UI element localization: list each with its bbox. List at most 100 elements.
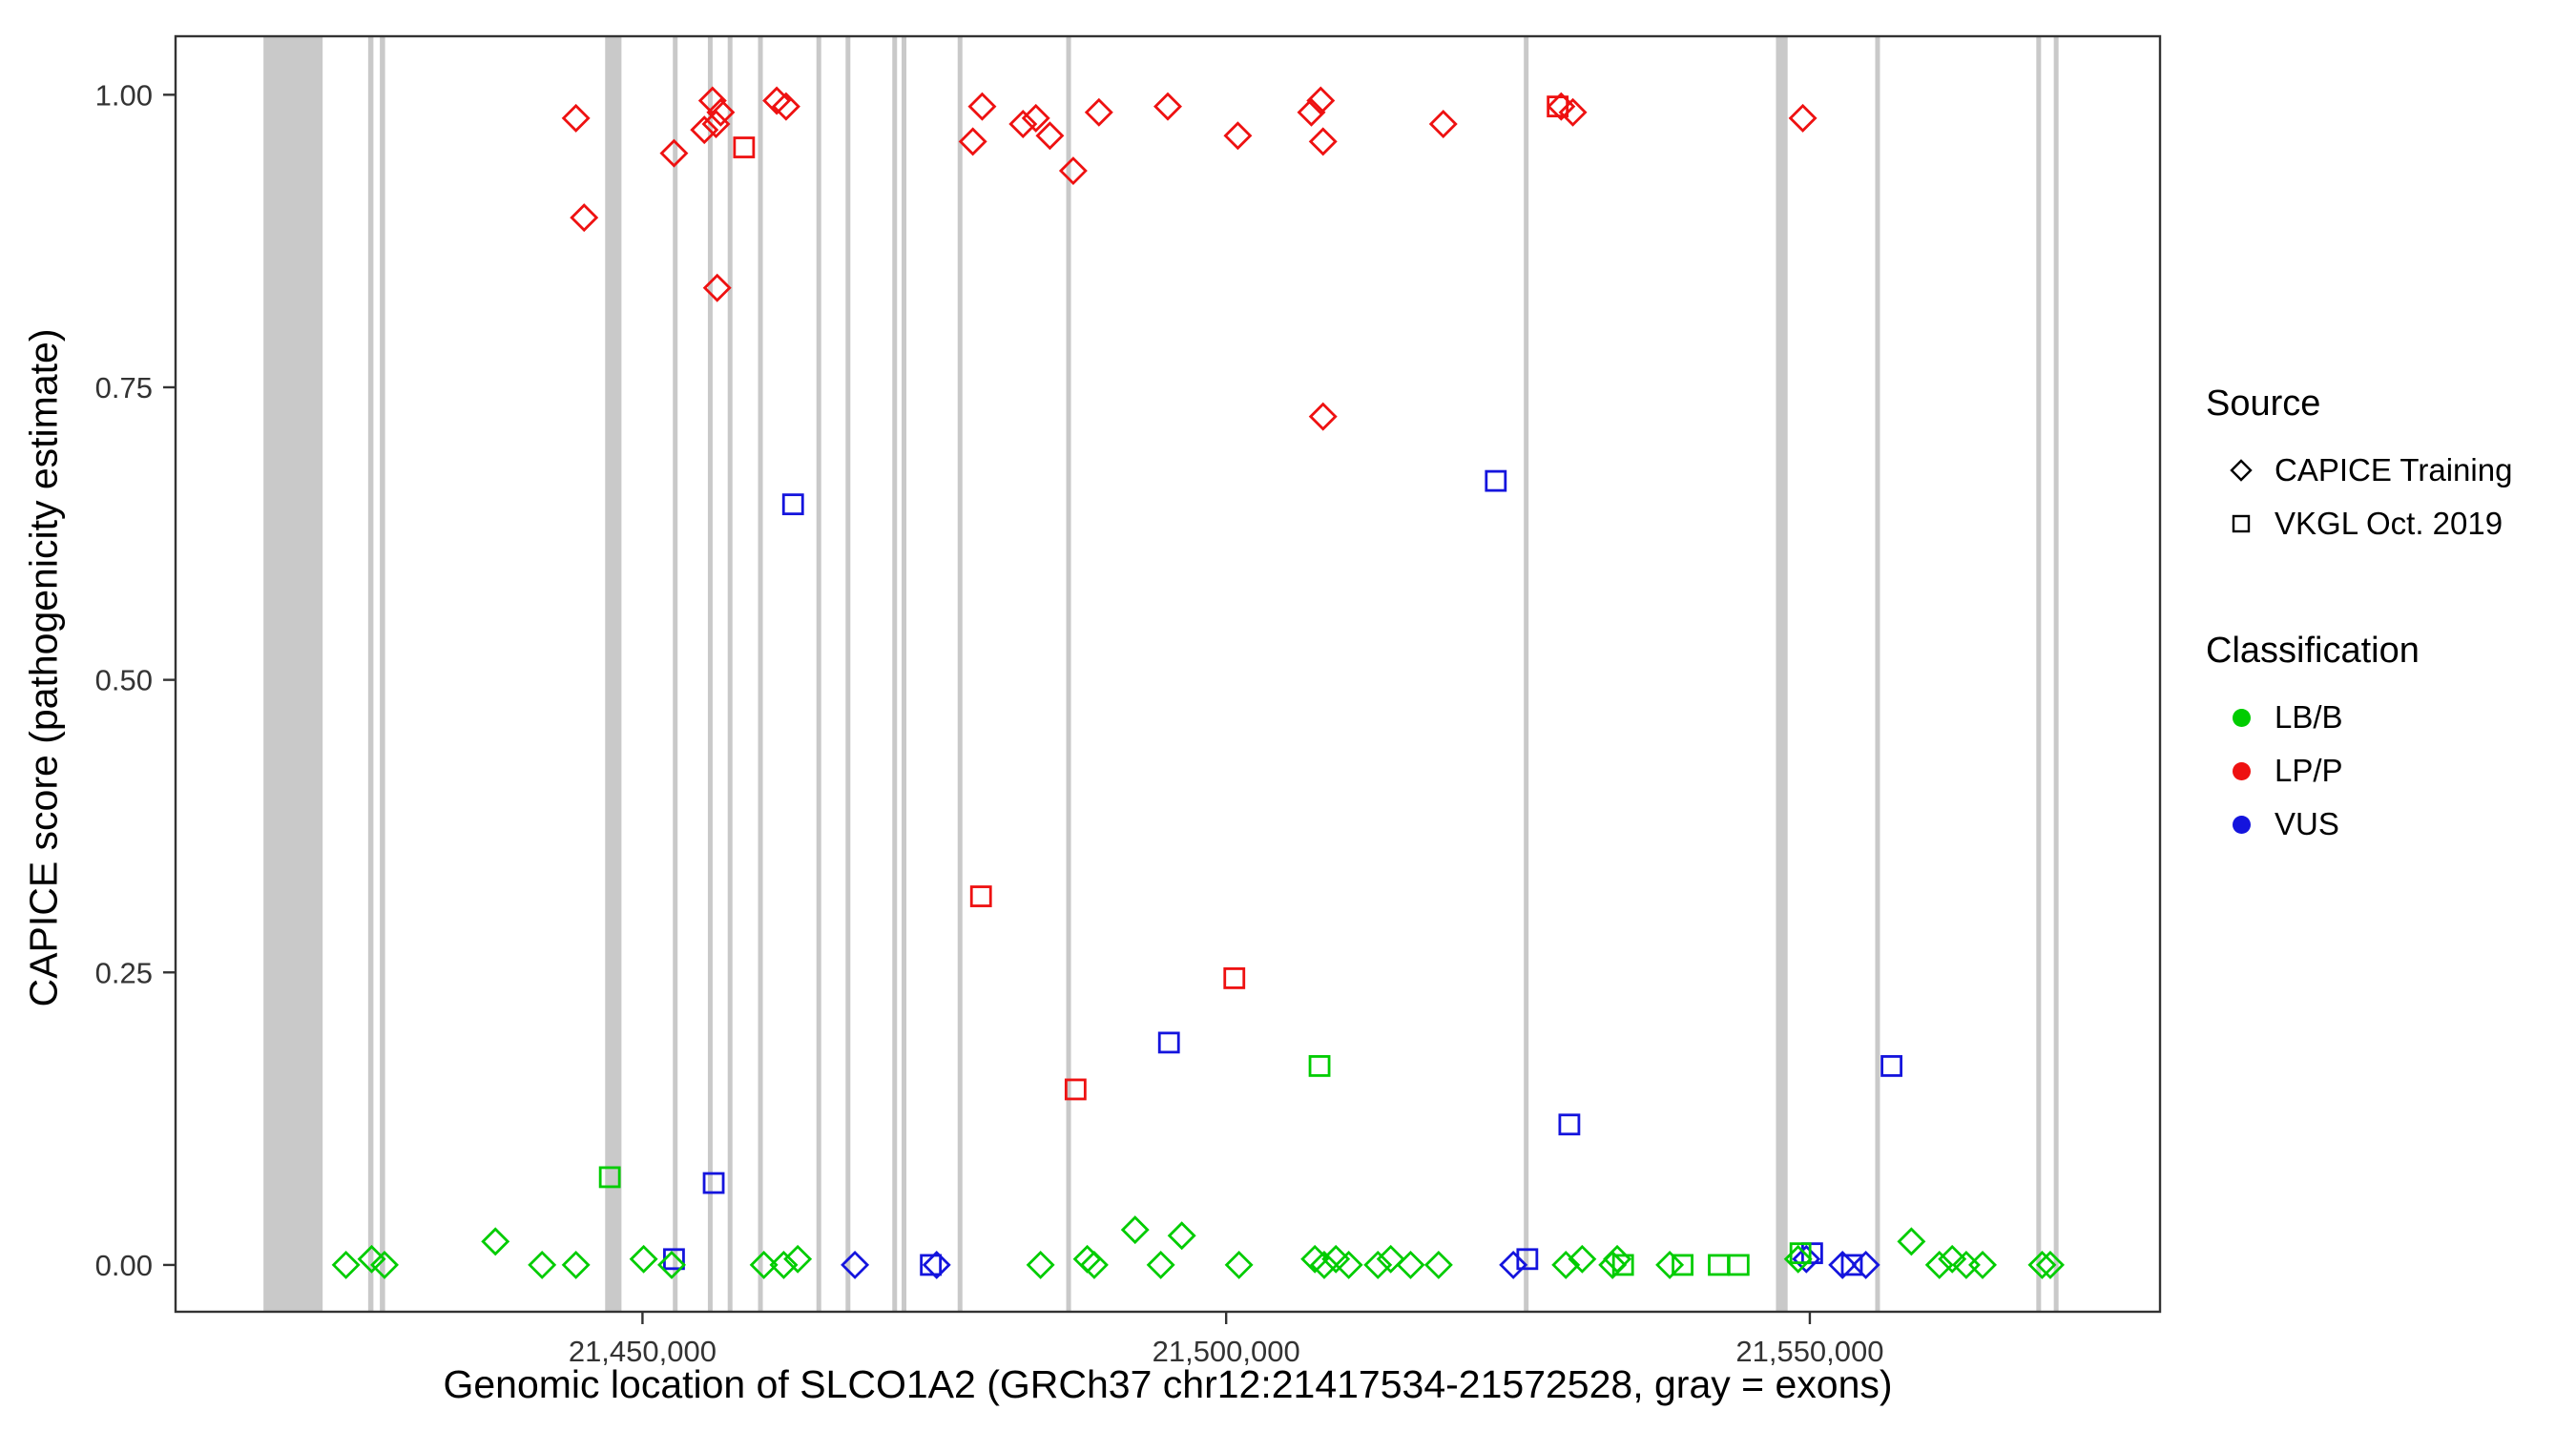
blue-dot-icon	[2225, 808, 2257, 840]
data-point-square	[1789, 1242, 1812, 1265]
data-point-diamond	[1308, 402, 1338, 431]
data-point-diamond	[1146, 1250, 1175, 1279]
data-point-diamond	[561, 1250, 591, 1279]
data-point-diamond	[1035, 121, 1065, 151]
legend-class-label: LP/P	[2275, 753, 2343, 788]
diamond-icon	[2225, 454, 2257, 487]
data-point-diamond	[1224, 1250, 1254, 1279]
data-point-square	[1611, 1254, 1634, 1276]
data-point-diamond	[1788, 103, 1818, 133]
legend-classification-title: Classification	[2206, 631, 2420, 671]
data-point-diamond	[629, 1244, 658, 1274]
exon-band	[367, 36, 374, 1312]
data-point-diamond	[481, 1227, 510, 1256]
exon-band	[957, 36, 963, 1312]
y-axis-title: CAPICE score (pathogenicity estimate)	[21, 328, 66, 1007]
data-point-diamond	[1792, 1244, 1821, 1274]
exon-band	[727, 36, 733, 1312]
y-tick-label: 0.50	[95, 664, 153, 697]
x-axis-title: Genomic location of SLCO1A2 (GRCh37 chr1…	[443, 1362, 1893, 1406]
data-point-diamond	[1309, 1250, 1339, 1279]
data-point-square	[1547, 95, 1569, 117]
legend-source-title: Source	[2206, 384, 2321, 424]
data-point-diamond	[1223, 121, 1253, 151]
data-point-diamond	[922, 1250, 951, 1279]
data-point-diamond	[561, 103, 591, 133]
data-point-diamond	[1308, 127, 1338, 156]
data-point-square	[1727, 1254, 1750, 1276]
data-point-square	[702, 1172, 725, 1194]
data-point-square	[1516, 1248, 1539, 1271]
data-point-diamond	[1558, 97, 1588, 127]
data-point-diamond	[783, 1244, 813, 1274]
exon-band	[1875, 36, 1880, 1312]
data-point-diamond	[1551, 1250, 1581, 1279]
data-point-square	[733, 136, 756, 158]
x-tick-label: 21,450,000	[569, 1335, 717, 1368]
data-point-diamond	[958, 127, 987, 156]
data-point-diamond	[1021, 103, 1050, 133]
data-point-diamond	[1568, 1244, 1597, 1274]
data-point-diamond	[1084, 97, 1113, 127]
legend-item-capice-training: CAPICE Training	[2206, 444, 2568, 497]
data-point-square	[1064, 1078, 1087, 1101]
exon-band	[902, 36, 907, 1312]
y-tick-label: 0.00	[95, 1249, 153, 1282]
exon-band	[707, 36, 713, 1312]
data-point-diamond	[749, 1250, 779, 1279]
legend-item-vkgl: VKGL Oct. 2019	[2206, 497, 2568, 550]
data-point-diamond	[1297, 97, 1326, 127]
legend-item-vus: VUS	[2206, 798, 2568, 851]
data-point-diamond	[1026, 1250, 1055, 1279]
panel-border	[174, 34, 2162, 1314]
data-point-diamond	[1167, 1221, 1196, 1251]
y-tick-label: 1.00	[95, 78, 153, 112]
data-point-diamond	[331, 1250, 361, 1279]
data-point-diamond	[1321, 1244, 1351, 1274]
data-point-diamond	[1306, 86, 1336, 115]
data-point-square	[1708, 1254, 1730, 1276]
data-point-square	[1308, 1055, 1331, 1077]
data-point-square	[1672, 1254, 1693, 1276]
exon-band	[845, 36, 851, 1312]
legend-class-label: LB/B	[2275, 699, 2343, 735]
red-dot-icon	[2225, 755, 2257, 787]
data-point-diamond	[769, 1250, 799, 1279]
data-point-diamond	[1008, 110, 1038, 138]
legend-group-source: Source CAPICE Training VKGL Oct. 2019	[2206, 384, 2568, 550]
legend-group-classification: Classification LB/B LP/P VUS	[2206, 631, 2568, 851]
y-tick-label: 0.25	[95, 956, 153, 989]
data-point-diamond	[1334, 1250, 1363, 1279]
legend: Source CAPICE Training VKGL Oct. 2019	[2206, 384, 2568, 851]
data-point-diamond	[1363, 1250, 1393, 1279]
exon-band	[263, 36, 323, 1312]
legend-item-lpp: LP/P	[2206, 744, 2568, 798]
data-point-diamond	[702, 273, 732, 302]
data-point-diamond	[357, 1244, 386, 1274]
exon-band	[892, 36, 898, 1312]
data-point-diamond	[1153, 92, 1182, 121]
data-point-diamond	[1428, 110, 1458, 138]
data-point-square	[1880, 1055, 1902, 1077]
data-point-diamond	[1079, 1250, 1109, 1279]
data-point-square	[1558, 1113, 1581, 1136]
exon-band	[2053, 36, 2059, 1312]
data-point-diamond	[1376, 1244, 1405, 1274]
data-point-diamond	[657, 1250, 686, 1279]
square-icon	[2225, 508, 2257, 540]
data-point-diamond	[1655, 1250, 1685, 1279]
data-point-diamond	[1423, 1250, 1453, 1279]
data-point-diamond	[570, 203, 599, 233]
data-point-square	[781, 493, 804, 516]
data-point-diamond	[659, 138, 689, 168]
exon-band	[1066, 36, 1071, 1312]
data-point-diamond	[771, 92, 800, 121]
data-point-diamond	[1851, 1250, 1880, 1279]
data-point-square	[1157, 1031, 1180, 1054]
x-tick-label: 21,500,000	[1153, 1335, 1300, 1368]
y-tick-label: 0.75	[95, 371, 153, 404]
exon-band	[380, 36, 385, 1312]
data-point-diamond	[841, 1250, 870, 1279]
data-point-diamond	[1938, 1244, 1967, 1274]
